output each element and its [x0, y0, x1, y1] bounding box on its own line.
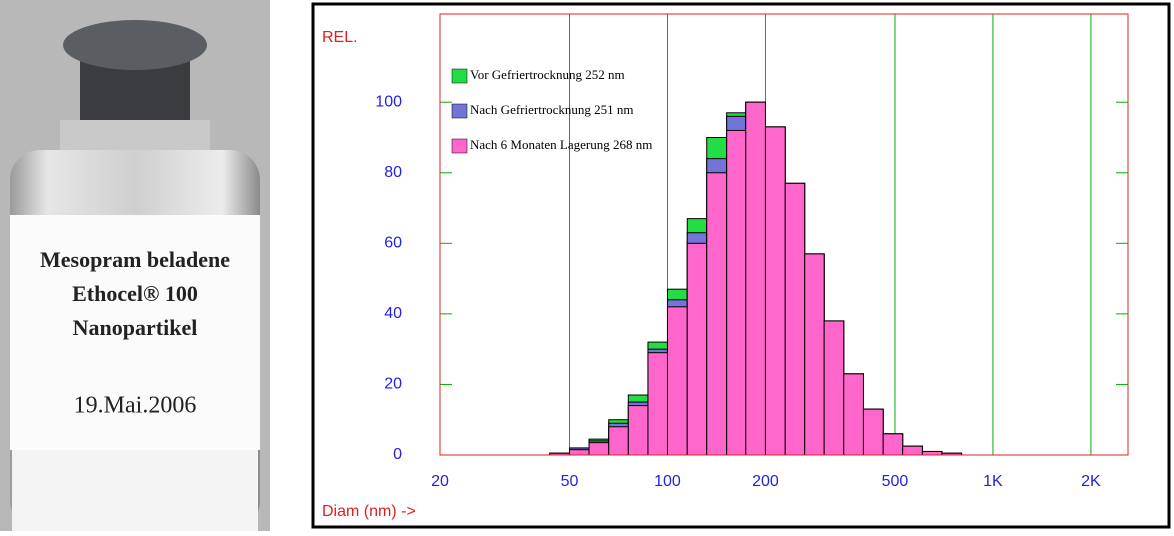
x-tick-label: 2K — [1081, 473, 1101, 490]
y-tick-label: 0 — [393, 446, 402, 463]
bar — [726, 129, 747, 456]
legend-label: Nach Gefriertrocknung 251 nm — [470, 102, 634, 117]
x-tick-label: 1K — [983, 473, 1003, 490]
bar — [804, 253, 825, 456]
x-tick-label: 50 — [561, 473, 579, 490]
y-tick-label: 40 — [384, 305, 402, 322]
y-tick-label: 20 — [384, 376, 402, 393]
legend-swatch — [451, 68, 468, 84]
powder — [12, 450, 258, 531]
x-tick-label: 500 — [882, 473, 909, 490]
bar — [882, 433, 904, 456]
bar — [588, 442, 610, 456]
bar — [921, 450, 943, 456]
x-axis-label: Diam (nm) -> — [322, 503, 416, 520]
bar — [862, 408, 884, 456]
label-line: Mesopram beladene — [40, 247, 230, 272]
legend-label: Nach 6 Monaten Lagerung 268 nm — [470, 137, 652, 152]
legend-swatch — [451, 103, 468, 119]
x-tick-label: 100 — [654, 473, 681, 490]
label-date: 19.Mai.2006 — [74, 393, 197, 419]
plot-border — [439, 13, 1129, 456]
bar — [784, 182, 806, 456]
label — [10, 215, 260, 450]
legend-swatch — [451, 138, 468, 154]
label-line: Nanopartikel — [73, 315, 198, 340]
bar — [569, 449, 590, 456]
label-line: Ethocel® 100 — [72, 281, 198, 306]
legend-label: Vor Gefriertrocknung 252 nm — [470, 67, 625, 82]
bar — [627, 405, 649, 456]
vial-photo: Mesopram beladene Ethocel® 100 Nanoparti… — [0, 0, 270, 531]
stopper — [80, 60, 190, 130]
bar — [706, 172, 728, 456]
bar — [745, 101, 766, 456]
x-tick-label: 20 — [431, 473, 449, 490]
y-tick-label: 80 — [384, 164, 402, 181]
cap — [63, 20, 207, 70]
y-tick-label: 60 — [384, 235, 402, 252]
plot: 20 50 100 200 500 1K 2K 0 20 40 60 80 100 Vor Gefrier… — [375, 13, 1129, 490]
bar — [666, 306, 688, 456]
x-tick-label: 200 — [752, 473, 779, 490]
y-axis-label: REL. — [322, 29, 358, 46]
bar — [764, 126, 786, 456]
bar — [902, 445, 923, 456]
y-tick-label: 100 — [375, 93, 402, 110]
bar — [823, 320, 845, 456]
bar — [843, 373, 864, 456]
bar — [608, 426, 629, 456]
bar — [647, 352, 668, 456]
bar — [686, 242, 708, 456]
